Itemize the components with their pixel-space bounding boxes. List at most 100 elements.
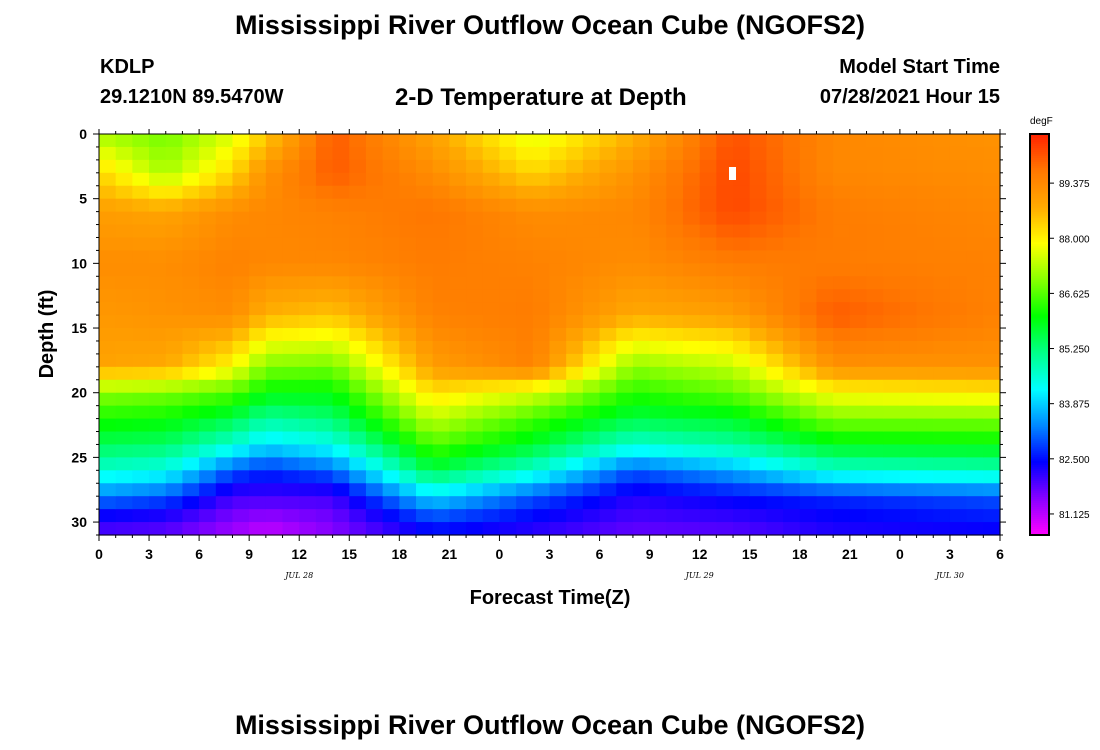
heatmap-cell [115, 146, 133, 161]
heatmap-cell [649, 392, 667, 407]
colorbar-segment [1030, 468, 1049, 472]
heatmap-cell [582, 250, 601, 264]
heatmap-cell [783, 134, 801, 148]
heatmap-cell [115, 496, 133, 510]
heatmap-cell [632, 224, 651, 239]
heatmap-cell [132, 405, 150, 420]
heatmap-cell [99, 224, 117, 239]
colorbar-segment [1030, 204, 1049, 207]
heatmap-cell [883, 470, 901, 484]
heatmap-cell [115, 263, 133, 277]
heatmap-cell [149, 276, 167, 290]
heatmap-cell [215, 250, 234, 264]
heatmap-cell [499, 353, 517, 368]
heatmap-cell [165, 263, 184, 277]
heatmap-cell [265, 198, 284, 213]
heatmap-cell [616, 522, 634, 536]
heatmap-cell [833, 224, 851, 239]
heatmap-cell [699, 483, 717, 497]
heatmap-cell [165, 457, 184, 471]
model-start-label: Model Start Time [839, 56, 1000, 78]
heatmap-cell [983, 302, 1001, 316]
heatmap-cell [632, 483, 651, 497]
colorbar-segment [1030, 464, 1049, 468]
heatmap-cell [516, 315, 534, 329]
heatmap-cell [783, 457, 801, 471]
heatmap-cell [682, 509, 701, 523]
heatmap-cell [265, 328, 284, 342]
heatmap-cell [916, 211, 934, 226]
heatmap-cell [215, 340, 234, 355]
heatmap-cell [499, 250, 517, 264]
heatmap-cell [215, 405, 234, 420]
heatmap-cell [432, 340, 450, 355]
heatmap-cell [966, 289, 984, 303]
heatmap-cell [499, 444, 517, 458]
heatmap-cell [733, 146, 751, 161]
heatmap-cell [632, 405, 651, 420]
heatmap-cell [432, 172, 450, 187]
heatmap-cell [332, 198, 350, 213]
heatmap-cell [616, 379, 634, 394]
heatmap-cell [916, 302, 934, 316]
heatmap-cell [849, 328, 868, 342]
heatmap-cell [849, 263, 868, 277]
heatmap-cell [215, 470, 234, 484]
heatmap-cell [365, 340, 384, 355]
colorbar-segment [1030, 366, 1049, 370]
heatmap-cell [499, 289, 517, 303]
heatmap-cell [849, 405, 868, 420]
heatmap-cell [849, 483, 868, 497]
heatmap-cell [516, 276, 534, 290]
heatmap-cell [716, 340, 734, 355]
heatmap-cell [532, 340, 551, 355]
heatmap-cell [416, 198, 434, 213]
heatmap-cell [766, 444, 784, 458]
heatmap-cell [949, 328, 968, 342]
heatmap-cell [399, 522, 417, 536]
heatmap-cell [516, 522, 534, 536]
heatmap-cell [649, 328, 667, 342]
heatmap-cell [532, 431, 551, 446]
heatmap-cell [699, 211, 717, 226]
heatmap-cell [866, 276, 884, 290]
heatmap-cell [282, 146, 300, 161]
heatmap-cell [632, 211, 651, 226]
heatmap-cell [632, 159, 651, 174]
heatmap-cell [716, 328, 734, 342]
heatmap-cell [199, 483, 217, 497]
heatmap-cell [799, 483, 818, 497]
heatmap-cell [399, 496, 417, 510]
heatmap-cell [899, 237, 918, 252]
heatmap-cell [682, 522, 701, 536]
heatmap-cell [632, 431, 651, 446]
colorbar-segment [1030, 292, 1049, 295]
colorbar-segment [1030, 320, 1049, 324]
heatmap-cell [432, 366, 450, 381]
heatmap-cell [549, 418, 567, 433]
heatmap-cell [666, 366, 684, 381]
heatmap-cell [566, 379, 584, 394]
heatmap-cell [866, 211, 884, 226]
heatmap-cell [265, 470, 284, 484]
heatmap-cell [899, 224, 918, 239]
heatmap-cell [616, 418, 634, 433]
heatmap-cell [933, 496, 951, 510]
heatmap-cell [582, 522, 601, 536]
heatmap-cell [566, 198, 584, 213]
heatmap-cell [499, 211, 517, 226]
heatmap-cell [282, 405, 300, 420]
heatmap-cell [899, 379, 918, 394]
heatmap-cell [149, 509, 167, 523]
date-label: JUL 29 [684, 571, 714, 580]
heatmap-cell [449, 340, 467, 355]
heatmap-cell [949, 457, 968, 471]
heatmap-cell [816, 328, 834, 342]
heatmap-cell [566, 483, 584, 497]
heatmap-cell [282, 250, 300, 264]
heatmap-cell [883, 134, 901, 148]
heatmap-cell [849, 315, 868, 329]
heatmap-cell [482, 379, 501, 394]
heatmap-cell [716, 198, 734, 213]
heatmap-cell [365, 509, 384, 523]
